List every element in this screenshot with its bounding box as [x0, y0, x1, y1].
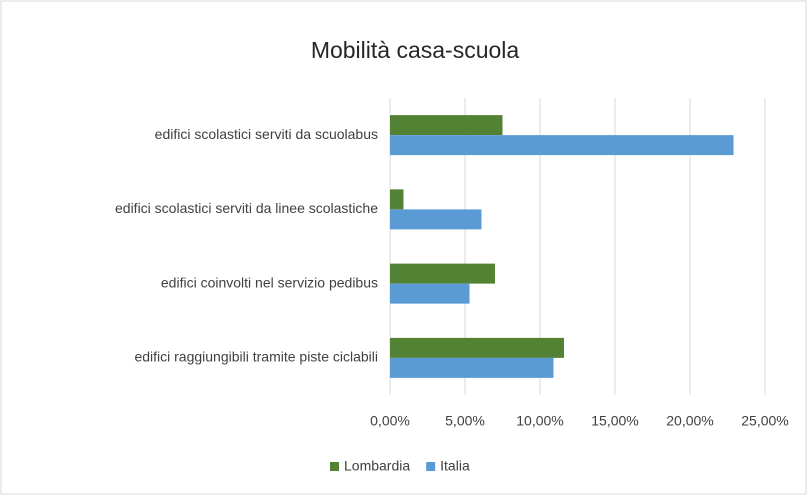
legend-label: Lombardia [344, 458, 410, 474]
bar [390, 337, 564, 358]
bar [390, 283, 470, 304]
x-tick-label: 10,00% [516, 413, 563, 429]
x-tick-label: 15,00% [591, 413, 638, 429]
bar [390, 115, 503, 136]
x-tick-label: 5,00% [445, 413, 485, 429]
chart-title: Mobilità casa-scuola [311, 37, 520, 63]
x-tick-label: 25,00% [741, 413, 788, 429]
x-tick-label: 0,00% [370, 413, 410, 429]
x-tick-label: 20,00% [666, 413, 713, 429]
y-tick-label: edifici scolastici serviti da scuolabus [155, 126, 378, 142]
bar [390, 209, 482, 230]
y-tick-label: edifici coinvolti nel servizio pedibus [161, 274, 378, 290]
y-tick-label: edifici raggiungibili tramite piste cicl… [134, 349, 378, 365]
bar [390, 135, 734, 156]
bar [390, 263, 495, 284]
y-tick-label: edifici scolastici serviti da linee scol… [115, 200, 378, 216]
legend-label: Italia [440, 458, 470, 474]
legend-swatch [426, 462, 436, 471]
legend-swatch [330, 462, 339, 471]
bar [390, 357, 554, 378]
bar [390, 189, 404, 210]
